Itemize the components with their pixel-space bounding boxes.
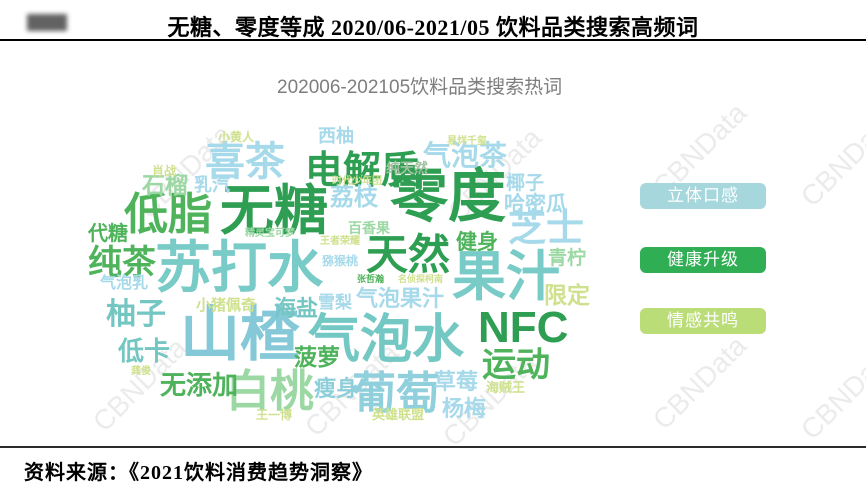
wordcloud-word: 气泡水 <box>308 311 465 369</box>
wordcloud-word: 无添加 <box>160 370 239 400</box>
wordcloud-word: 山楂 <box>180 301 300 368</box>
tag-emotional-resonance: 情感共鸣 <box>640 308 766 334</box>
wordcloud-word: NFC <box>478 303 569 352</box>
footer-divider <box>0 446 866 448</box>
wordcloud-word: 电解质 <box>305 150 420 192</box>
wordcloud-word: 张哲瀚 <box>357 274 385 284</box>
wordcloud-word: 草莓 <box>434 369 479 394</box>
wordcloud-word: 西柚 <box>318 126 354 146</box>
source-note: 资料来源：《2021饮料消费趋势洞察》 <box>24 462 373 484</box>
wordcloud-word: 荔枝 <box>330 184 378 211</box>
wordcloud-word: 石榴 <box>142 172 188 198</box>
wordcloud-word: 菠萝 <box>294 344 340 370</box>
wordcloud-word: 柚子 <box>106 298 166 331</box>
wordcloud-word: 喜茶 <box>205 140 285 184</box>
wordcloud-word: 低卡 <box>118 336 171 366</box>
redacted-figure-label <box>27 14 67 31</box>
wordcloud-word: 时代少年团 <box>332 176 382 187</box>
wordcloud-word: 无糖 <box>220 181 328 241</box>
wordcloud-word: 运动 <box>482 346 550 384</box>
wordcloud-word: 纯天然 <box>386 160 428 176</box>
wordcloud-word: 代糖 <box>88 223 128 245</box>
wordcloud-word: 零度 <box>390 164 507 229</box>
wordcloud-word: 低脂 <box>124 190 212 239</box>
wordcloud-word: 气泡茶 <box>423 140 508 171</box>
wordcloud-word: 肖战 <box>152 164 177 178</box>
wordcloud-word: 纯茶 <box>88 244 156 282</box>
wordcloud-word: 易烊千玺 <box>447 136 487 147</box>
wordcloud-word: 白桃 <box>226 367 314 416</box>
wordcloud-word: 气泡乳 <box>100 275 149 292</box>
wordcloud-word: 海盐 <box>274 296 319 321</box>
wordcloud-word: 王一博 <box>256 408 293 422</box>
wordcloud-word: 精灵宝可梦 <box>245 228 295 239</box>
wordcloud-word: 名侦探柯南 <box>398 274 444 284</box>
chart-title: 202006-202105饮料品类搜索热词 <box>277 77 563 98</box>
wordcloud-word: 限定 <box>544 282 590 308</box>
page-title: 无糖、零度等成 2020/06-2021/05 饮料品类搜索高频词 <box>167 15 699 40</box>
wordcloud-word: 百香果 <box>348 220 390 236</box>
wordcloud-word: 葡萄 <box>352 369 440 418</box>
wordcloud-word: 小黄人 <box>218 130 255 144</box>
wordcloud-word: 气泡果汁 <box>356 286 445 311</box>
wordcloud-word: 健身 <box>456 231 498 254</box>
tag-health-upgrade: 健康升级 <box>640 247 766 273</box>
title-divider <box>0 39 866 41</box>
wordcloud-word: 果汁 <box>452 247 560 307</box>
wordcloud-word: 天然 <box>366 231 451 278</box>
wordcloud-word: 杨梅 <box>442 396 487 421</box>
wordcloud-word: 海贼王 <box>486 380 526 395</box>
wordcloud-word: 王者荣耀 <box>320 236 360 247</box>
wordcloud-word: 椰子 <box>506 173 545 194</box>
wordcloud-word: 龚俊 <box>131 366 151 377</box>
wordcloud-word: 瘦身 <box>314 376 359 401</box>
wordcloud-word: 雪梨 <box>318 293 352 312</box>
wordcloud-word: 哈密瓜 <box>504 193 567 216</box>
wordcloud-word: 猕猴桃 <box>322 254 359 268</box>
wordcloud-word: 小猪佩奇 <box>196 297 257 314</box>
wordcloud-word: 苏打水 <box>155 236 323 299</box>
wordcloud-word: 英雄联盟 <box>372 407 425 422</box>
wordcloud-word: 芝士 <box>508 208 585 250</box>
wordcloud-word: 青柠 <box>548 248 587 269</box>
wordcloud-word: 乳汽 <box>194 175 230 195</box>
tag-texture: 立体口感 <box>640 183 766 209</box>
